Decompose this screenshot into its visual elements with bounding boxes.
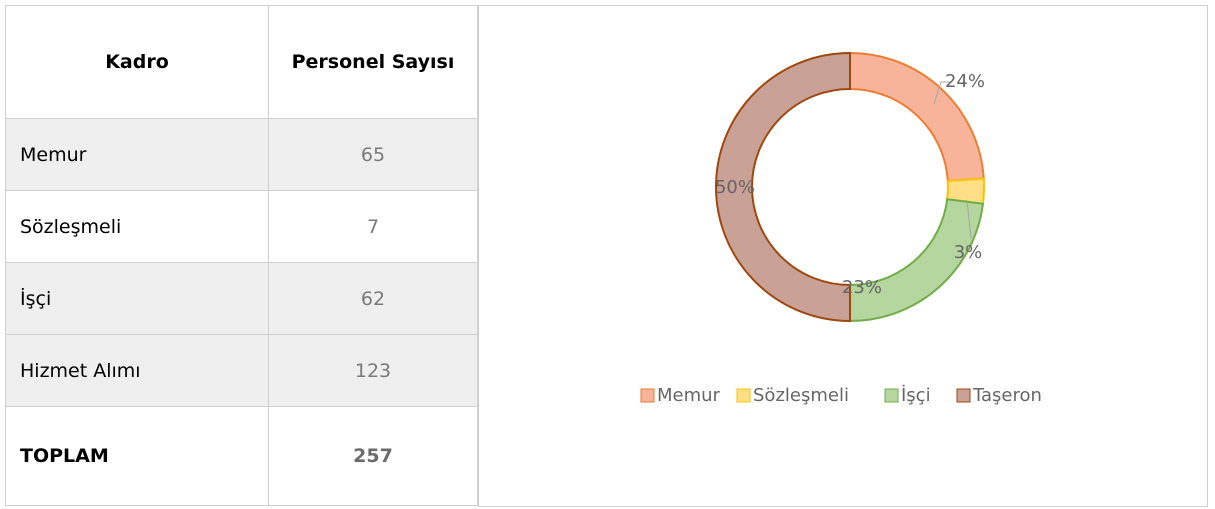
cell: 257 xyxy=(268,406,478,506)
leader-line xyxy=(966,199,972,239)
donut-slice xyxy=(715,51,851,323)
data-label: 24% xyxy=(945,71,985,92)
legend-label: Memur xyxy=(657,385,721,406)
cell: 7 xyxy=(268,190,478,263)
data-label: 3% xyxy=(954,242,983,263)
cell: İşçi xyxy=(5,262,269,335)
cell: Memur xyxy=(5,118,269,191)
leader-line xyxy=(933,81,950,105)
cell: TOPLAM xyxy=(5,406,269,506)
table: Kadro Personel Sayısı Memur 65 Sözleşmeli 7… xyxy=(5,5,478,506)
legend-swatch xyxy=(736,388,751,403)
chart-frame xyxy=(478,5,1208,507)
cell: Hizmet Alımı xyxy=(5,334,269,407)
legend-label: Taşeron xyxy=(972,385,1042,406)
header-cell: Kadro xyxy=(5,5,269,119)
header-cell: Personel Sayısı xyxy=(268,5,478,119)
legend-swatch xyxy=(640,388,655,403)
legend-label: İşçi xyxy=(901,385,931,406)
legend-swatch xyxy=(956,388,971,403)
cell: 62 xyxy=(268,262,478,335)
legend-swatch xyxy=(884,388,899,403)
cell: 65 xyxy=(268,118,478,191)
cell: 123 xyxy=(268,334,478,407)
data-label: 50% xyxy=(715,177,755,198)
data-label: 23% xyxy=(842,277,882,298)
legend-label: Sözleşmeli xyxy=(753,385,849,406)
